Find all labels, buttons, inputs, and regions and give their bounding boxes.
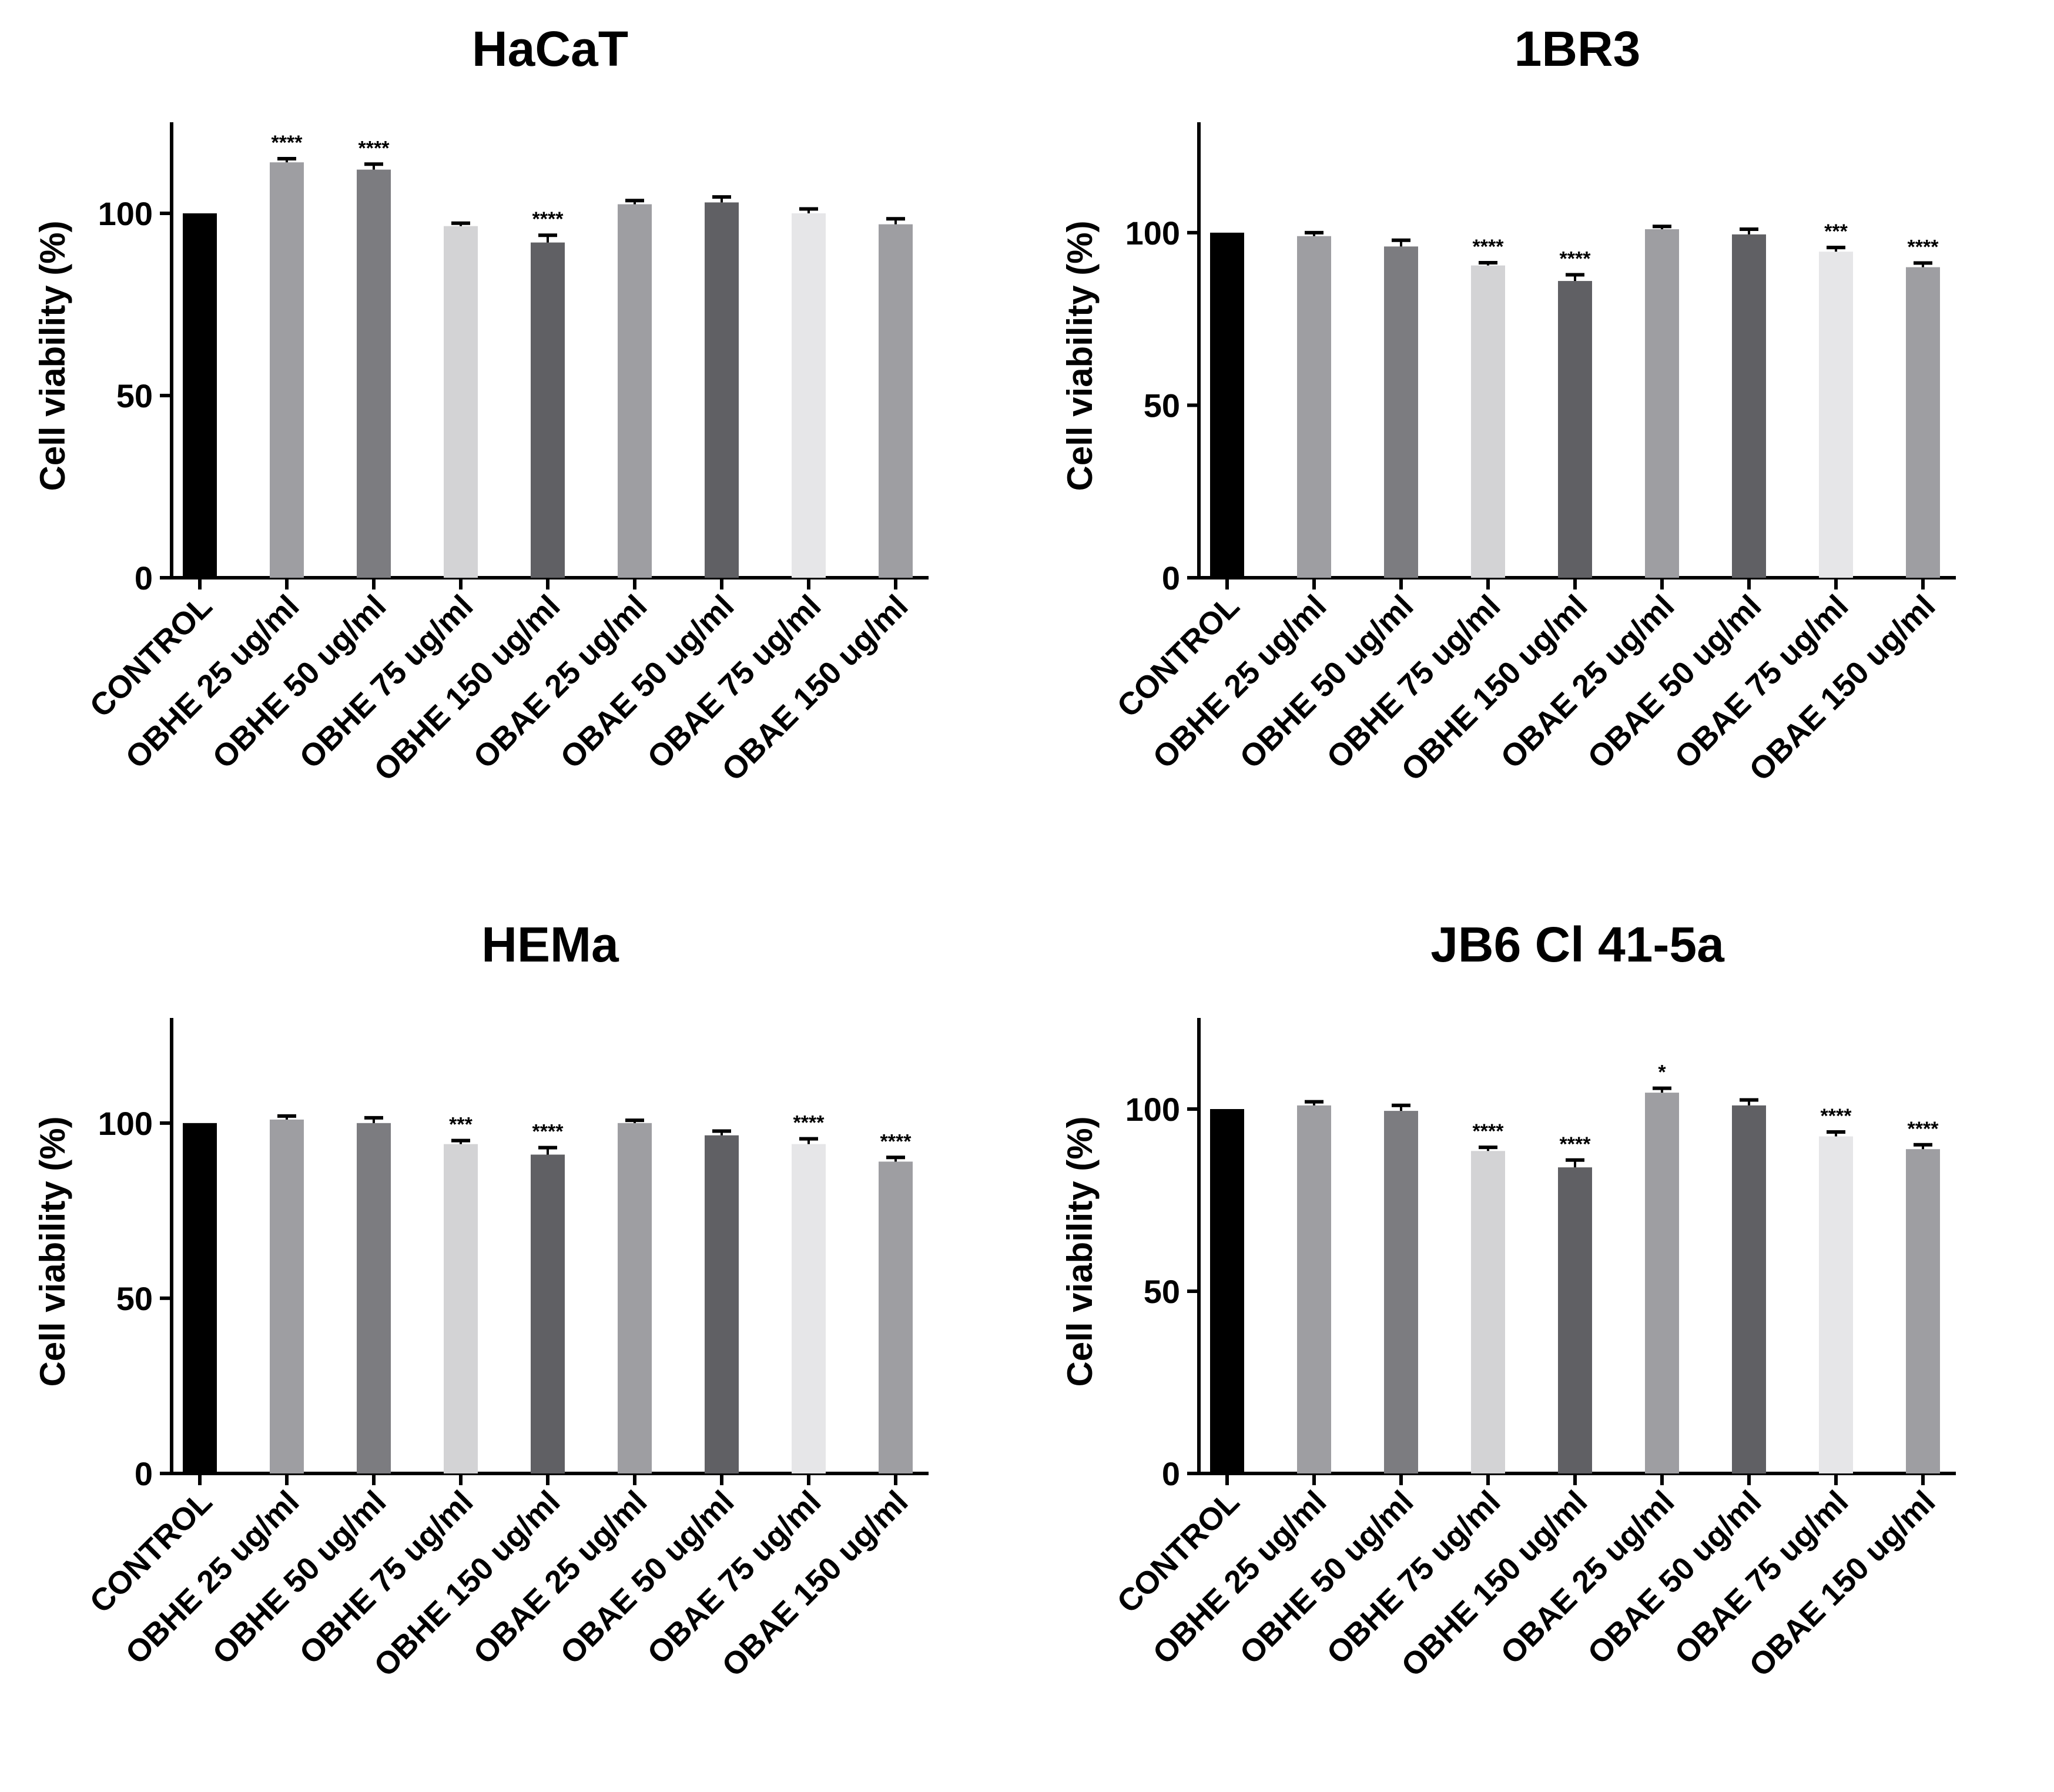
bar-obhe-150-ug-ml: [531, 1154, 565, 1473]
significance-label: ****: [1821, 1105, 1852, 1127]
y-tick-label: 0: [135, 1455, 153, 1492]
bar-control: [1210, 232, 1244, 578]
chart-title: 1BR3: [1514, 21, 1641, 76]
bar-obhe-50-ug-ml: [357, 169, 391, 578]
bar-obae-50-ug-ml: [1732, 234, 1766, 578]
bar-obhe-25-ug-ml: [270, 162, 304, 578]
significance-label: ***: [1824, 220, 1848, 243]
chart-title: HaCaT: [472, 21, 628, 76]
bar-obae-150-ug-ml: [879, 1161, 913, 1473]
significance-label: ****: [1473, 1120, 1505, 1143]
significance-label: ****: [532, 208, 564, 230]
y-axis-label: Cell viability (%): [1060, 1116, 1100, 1386]
chart-panel-hacat: HaCaT Cell viability (%) 0 50 100 CONTROL ****…: [0, 0, 1027, 896]
bar-control: [183, 213, 217, 578]
significance-label: ****: [532, 1121, 564, 1143]
significance-label: ****: [1560, 1133, 1591, 1155]
significance-label: ****: [880, 1130, 912, 1153]
bar-obae-50-ug-ml: [705, 202, 739, 578]
bar-obae-25-ug-ml: [1645, 1093, 1679, 1473]
bar-obhe-75-ug-ml: [1471, 1151, 1505, 1473]
y-axis-label: Cell viability (%): [33, 1116, 72, 1386]
bar-obhe-25-ug-ml: [1297, 1105, 1331, 1473]
bar-obhe-150-ug-ml: [1558, 281, 1592, 578]
chart-title: HEMa: [481, 917, 619, 972]
significance-label: ****: [1908, 236, 1939, 259]
bar-obae-25-ug-ml: [1645, 229, 1679, 578]
y-tick-label: 100: [1125, 1091, 1180, 1128]
chart-panel-hema: HEMa Cell viability (%) 0 50 100 CONTROL OBHE …: [0, 896, 1027, 1791]
bar-obhe-75-ug-ml: [444, 226, 478, 578]
bar-obae-75-ug-ml: [792, 1144, 826, 1473]
significance-label: ****: [358, 137, 390, 159]
bar-obae-75-ug-ml: [1819, 1136, 1853, 1473]
bar-obae-25-ug-ml: [618, 204, 652, 578]
y-tick-label: 0: [135, 560, 153, 597]
bar-obae-150-ug-ml: [1906, 1149, 1940, 1473]
bar-obae-150-ug-ml: [879, 224, 913, 578]
y-axis-label: Cell viability (%): [1060, 220, 1100, 491]
y-tick-label: 0: [1162, 560, 1180, 597]
y-tick-label: 0: [1162, 1455, 1180, 1492]
bar-obae-50-ug-ml: [1732, 1105, 1766, 1473]
y-tick-label: 50: [1144, 1273, 1180, 1310]
bar-obhe-150-ug-ml: [1558, 1167, 1592, 1473]
bar-obhe-75-ug-ml: [1471, 265, 1505, 578]
bar-obae-75-ug-ml: [1819, 252, 1853, 578]
bar-obae-25-ug-ml: [618, 1123, 652, 1473]
bar-obhe-25-ug-ml: [270, 1119, 304, 1473]
y-tick-label: 100: [98, 195, 153, 232]
significance-label: ****: [272, 132, 303, 154]
y-tick-label: 100: [1125, 215, 1180, 252]
bar-obhe-75-ug-ml: [444, 1144, 478, 1473]
significance-label: ****: [1908, 1118, 1939, 1140]
bar-obhe-50-ug-ml: [1384, 246, 1418, 578]
significance-label: ****: [1473, 236, 1505, 258]
bar-obae-75-ug-ml: [792, 213, 826, 578]
significance-label: ****: [793, 1112, 825, 1134]
y-tick-label: 50: [116, 377, 153, 414]
significance-label: ***: [449, 1114, 473, 1136]
chart-panel-jb6: JB6 Cl 41-5a Cell viability (%) 0 50 100 CONT…: [1027, 896, 2054, 1791]
significance-label: *: [1658, 1061, 1666, 1084]
bar-obhe-50-ug-ml: [1384, 1111, 1418, 1473]
significance-label: ****: [1560, 248, 1591, 270]
bar-control: [183, 1123, 217, 1473]
y-tick-label: 50: [1144, 387, 1180, 424]
y-tick-label: 100: [98, 1105, 153, 1142]
bar-obae-150-ug-ml: [1906, 267, 1940, 578]
bar-obhe-25-ug-ml: [1297, 236, 1331, 578]
chart-panel-1br3: 1BR3 Cell viability (%) 0 50 100 CONTROL OBHE …: [1027, 0, 2054, 896]
chart-title: JB6 Cl 41-5a: [1430, 917, 1725, 972]
y-tick-label: 50: [116, 1280, 153, 1317]
bar-obhe-50-ug-ml: [357, 1123, 391, 1473]
bar-obae-50-ug-ml: [705, 1135, 739, 1473]
y-axis-label: Cell viability (%): [33, 220, 72, 491]
bar-control: [1210, 1109, 1244, 1473]
bar-obhe-150-ug-ml: [531, 242, 565, 578]
